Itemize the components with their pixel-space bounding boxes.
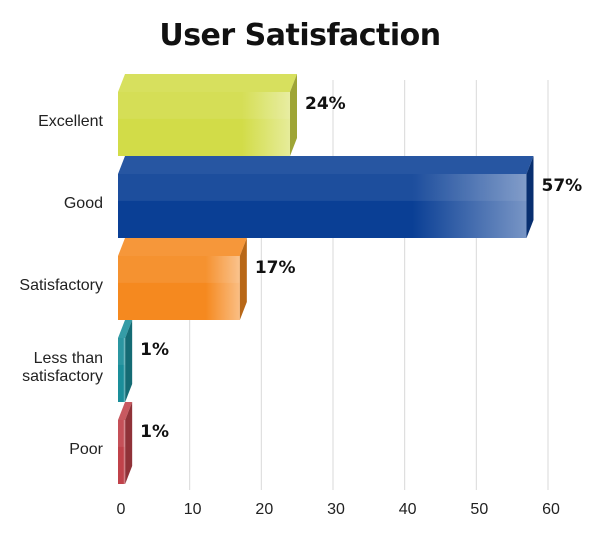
bar-end-face [290, 74, 297, 156]
bar-front-face [118, 92, 290, 156]
bar-top-face [118, 238, 247, 256]
bar-front-face [118, 256, 240, 320]
bar [118, 156, 534, 238]
data-label: 57% [542, 176, 583, 196]
bar-top-face [118, 156, 534, 174]
data-label: 17% [255, 258, 296, 278]
bar-end-face [239, 238, 247, 320]
bar [118, 238, 247, 320]
bar-top-face [118, 402, 133, 420]
bar [118, 74, 297, 156]
x-tick-label: 60 [542, 501, 560, 518]
bar-end-face [526, 156, 534, 238]
bar-highlight [118, 174, 527, 201]
data-label: 24% [305, 94, 346, 114]
data-label: 1% [140, 422, 169, 442]
x-tick-label: 40 [399, 501, 417, 518]
category-label: Satisfactory [19, 277, 103, 294]
category-label: Less than satisfactory [22, 350, 103, 385]
bar-front-face [118, 174, 527, 238]
bar-highlight [118, 92, 290, 119]
bar-highlight [118, 256, 240, 283]
bar-highlight [118, 420, 126, 447]
bar-front-face [118, 420, 126, 484]
bar-highlight [118, 338, 126, 365]
bar [118, 320, 133, 402]
x-tick-label: 10 [184, 501, 202, 518]
bar [118, 402, 133, 484]
category-labels: 24% Excellent 57% Good 17% Satisfactory 1% Less… [19, 94, 582, 458]
bar-end-face [125, 320, 133, 402]
x-axis: 0 10 20 30 40 50 60 [117, 501, 560, 518]
category-label: Excellent [38, 113, 103, 130]
bar-front-face [118, 338, 126, 402]
x-tick-label: 0 [117, 501, 126, 518]
category-label: Good [64, 195, 103, 212]
x-tick-label: 50 [470, 501, 488, 518]
x-tick-label: 20 [255, 501, 273, 518]
bars [118, 74, 534, 484]
category-label: Poor [69, 441, 103, 458]
bar-top-face [118, 320, 133, 338]
x-tick-label: 30 [327, 501, 345, 518]
chart-title: User Satisfaction [159, 18, 441, 53]
data-label: 1% [140, 340, 169, 360]
bar-end-face [125, 402, 133, 484]
bar-top-face [118, 74, 297, 92]
